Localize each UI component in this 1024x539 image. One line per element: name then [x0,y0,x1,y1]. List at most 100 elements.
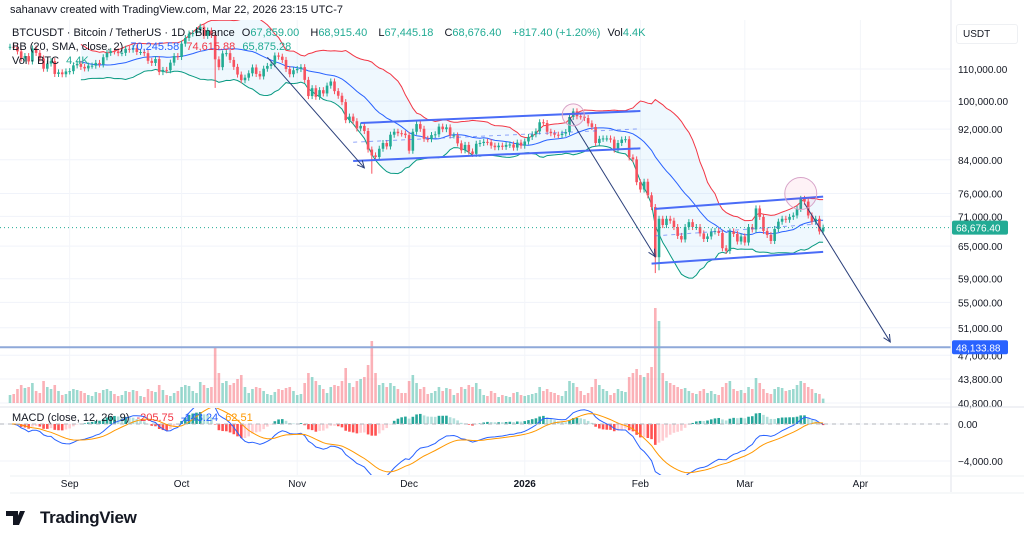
price-tick-label: 59,000.00 [958,275,1003,286]
candle-body [769,234,773,241]
arrow-head-icon [883,333,891,343]
volume-bar [624,392,627,403]
macd-histogram-bar [363,424,366,433]
volume-bar [116,396,120,403]
volume-bar [489,391,493,403]
volume-bar [124,391,127,403]
candle-body [433,134,437,136]
macd-histogram-bar [370,424,374,436]
candle-body [266,65,269,69]
volume-bar [452,395,456,403]
macd-histogram-bar [657,424,661,443]
arrow-head-icon [356,160,366,169]
macd-histogram-bar [27,424,30,429]
price-pane[interactable] [0,18,951,403]
candle-body [486,141,489,143]
volume-bar [530,394,534,403]
volume-bar [743,393,747,403]
time-tick-label: Oct [174,479,190,490]
volume-bar [79,391,83,403]
volume-bar [46,387,49,403]
volume-bar [198,382,202,403]
bollinger-band-fill [80,20,824,279]
volume-bar [180,387,183,403]
candle-body [404,133,407,136]
volume-bar [128,392,131,403]
macd-histogram-bar [98,420,101,424]
macd-histogram-bar [273,421,277,424]
macd-legend[interactable]: MACD (close, 12, 26, 9) -205.75 -143.24 … [12,412,257,424]
macd-histogram-bar [385,424,389,429]
candle-body [273,55,277,65]
macd-histogram-bar [415,414,418,424]
macd-histogram-bar [75,424,79,425]
volume-bar [814,393,817,403]
macd-histogram-bar [467,424,471,425]
line-price-badge-text: 48,133.88 [956,343,1001,354]
candle-body [594,126,597,143]
currency-unit-button[interactable]: USDT [956,24,1018,44]
candle-body [430,135,433,140]
candle-body [445,127,448,130]
bollinger-basis-line [80,48,824,236]
macd-histogram-bar [456,420,459,424]
volume-bar [284,388,288,403]
candle-body [754,208,758,230]
bb-legend[interactable]: BB (20, SMA, close, 2) 70,245.58 74,615.… [12,41,295,53]
macd-histogram-bar [698,420,702,424]
candle-body [303,67,306,80]
open-value: 67,859.00 [250,27,300,39]
candle-body [665,218,668,226]
logo-text: TradingView [40,508,137,527]
volume-bar [680,389,683,403]
candle-body [598,138,601,143]
macd-histogram-bar [322,424,325,431]
volume-bar [571,383,575,403]
volume-bar [23,388,27,403]
tradingview-logo[interactable]: TradingView [6,508,137,528]
macd-histogram-bar [109,416,113,424]
volume-bar [247,393,251,403]
candle-body [75,63,79,66]
volume-bar [351,387,355,403]
price-tick-label: 51,000.00 [958,324,1003,335]
candle-body [497,145,500,148]
macd-histogram-bar [489,422,493,424]
tradingview-logo-icon [6,511,25,525]
candle-body [411,131,415,151]
volume-bar [698,391,702,403]
volume-bar [269,395,273,403]
vol-legend[interactable]: Vol · BTC 4.4K [12,55,93,67]
macd-histogram-bar [239,424,243,439]
trend-arrow-line [569,117,656,257]
macd-histogram-bar [38,424,42,427]
candle-body [493,145,497,148]
vol-label: Vol [607,27,623,39]
volume-bar [90,396,94,403]
candle-body [31,48,34,62]
volume-bar [590,387,594,403]
time-tick-label: Nov [288,479,306,490]
macd-histogram-bar [605,424,609,430]
candle-body [419,124,422,129]
volume-bar [504,396,508,403]
time-tick-label: Sep [61,479,79,490]
candle-body [251,67,254,74]
volume-bar [497,397,500,403]
current-price-badge-text: 68,676.40 [956,224,1001,235]
candle-body [717,230,720,233]
macd-histogram-bar [590,422,594,424]
candle-body [340,95,344,103]
macd-histogram-bar [396,418,400,424]
volume-bar [292,391,295,403]
candle-body [467,144,471,152]
macd-histogram-bar [680,424,683,431]
current-price-badge [952,220,1008,235]
macd-histogram-bar [348,424,351,432]
macd-pane[interactable] [0,400,951,479]
macd-signal-value: 62.51 [225,412,253,424]
macd-histogram-bar [515,421,519,424]
macd-histogram-bar [169,424,172,429]
volume-bar [213,348,217,403]
